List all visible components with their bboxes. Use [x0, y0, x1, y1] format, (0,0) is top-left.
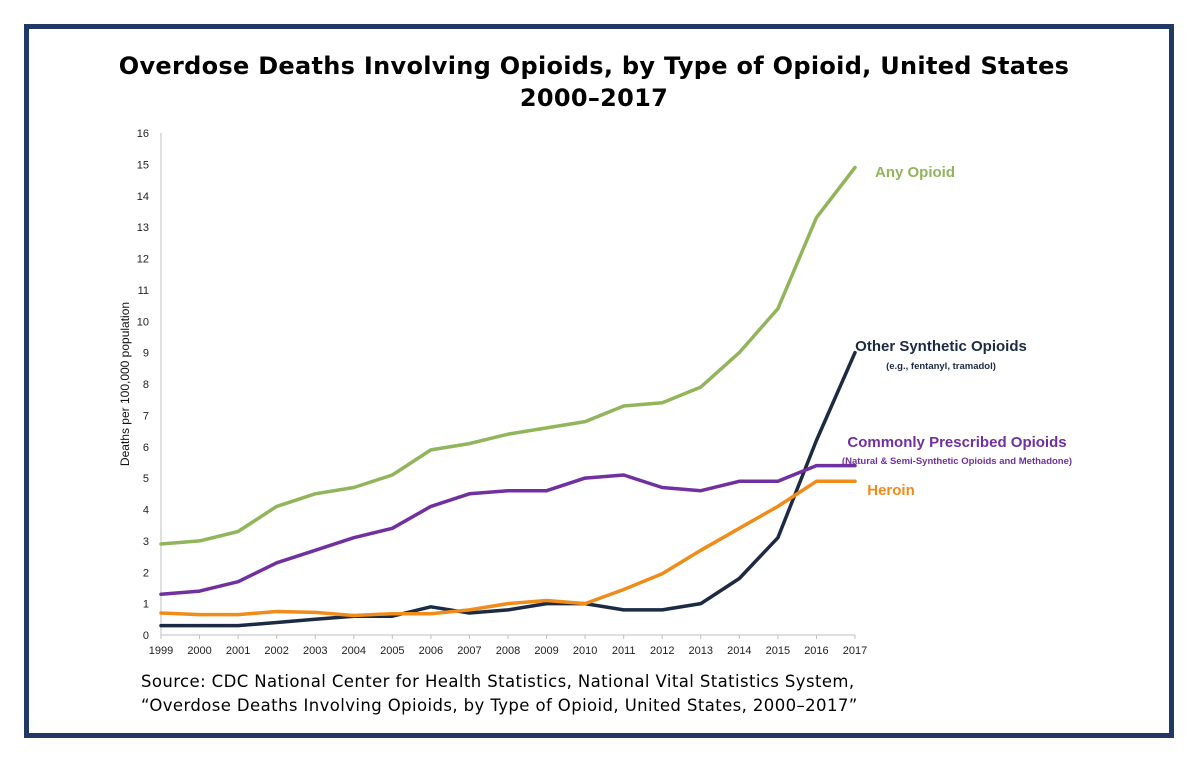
chart-series-lines — [159, 165, 857, 628]
chart-series-labels: Any Opioid Other Synthetic Opioids (e.g., … — [842, 164, 1072, 499]
y-tick-label: 1 — [143, 599, 149, 611]
y-tick-label: 16 — [137, 128, 149, 140]
source-line-2: “Overdose Deaths Involving Opioids, by T… — [141, 696, 858, 715]
x-tick-label: 2015 — [766, 645, 790, 657]
series-label-heroin: Heroin — [867, 482, 915, 499]
source-citation: Source: CDC National Center for Health S… — [141, 670, 1141, 718]
x-tick-label: 2012 — [650, 645, 674, 657]
y-tick-label: 6 — [143, 442, 149, 454]
series-sublabel-synthetic: (e.g., fentanyl, tramadol) — [886, 361, 996, 372]
x-tick-label: 2002 — [264, 645, 288, 657]
y-tick-label: 15 — [137, 159, 149, 171]
y-tick-label: 14 — [137, 191, 149, 203]
y-tick-label: 8 — [143, 379, 149, 391]
x-tick-label: 2001 — [226, 645, 250, 657]
y-tick-label: 10 — [137, 316, 149, 328]
series-sublabel-prescribed: (Natural & Semi-Synthetic Opioids and Me… — [842, 456, 1072, 467]
y-tick-label: 4 — [143, 505, 149, 517]
y-tick-label: 11 — [138, 285, 149, 297]
x-tick-label: 2005 — [380, 645, 404, 657]
y-tick-label: 0 — [143, 630, 149, 642]
x-tick-label: 2008 — [496, 645, 520, 657]
x-tick-label: 2010 — [573, 645, 597, 657]
chart-title-line2: 2000–2017 — [519, 84, 669, 112]
x-tick-label: 1999 — [149, 645, 173, 657]
chart-title-line1: Overdose Deaths Involving Opioids, by Ty… — [118, 52, 1070, 80]
x-tick-label: 2000 — [187, 645, 211, 657]
series-line-synthetic — [159, 350, 857, 628]
x-tick-label: 2013 — [689, 645, 713, 657]
series-label-synthetic: Other Synthetic Opioids — [855, 338, 1027, 355]
y-tick-label: 12 — [137, 254, 149, 266]
x-tick-label: 2004 — [342, 645, 366, 657]
x-tick-label: 2017 — [843, 645, 867, 657]
x-tick-label: 2007 — [457, 645, 481, 657]
chart-title: Overdose Deaths Involving Opioids, by Ty… — [29, 50, 1159, 114]
y-tick-label: 3 — [143, 536, 149, 548]
x-tick-label: 2016 — [804, 645, 828, 657]
y-tick-label: 2 — [143, 567, 149, 579]
series-line-heroin — [159, 479, 857, 618]
series-label-any: Any Opioid — [875, 164, 955, 181]
y-tick-label: 5 — [143, 473, 149, 485]
x-tick-label: 2009 — [534, 645, 558, 657]
chart-frame: Overdose Deaths Involving Opioids, by Ty… — [24, 24, 1174, 738]
y-tick-label: 7 — [143, 410, 149, 422]
x-tick-label: 2006 — [419, 645, 443, 657]
series-line-prescribed — [159, 463, 857, 596]
y-tick-label: 9 — [143, 348, 149, 360]
series-line-any — [159, 165, 857, 546]
series-label-prescribed: Commonly Prescribed Opioids — [847, 434, 1066, 451]
x-tick-label: 2011 — [612, 645, 636, 657]
y-axis-label: Deaths per 100,000 population — [118, 302, 132, 466]
y-tick-label: 13 — [137, 222, 149, 234]
x-tick-label: 2003 — [303, 645, 327, 657]
x-tick-label: 2014 — [727, 645, 751, 657]
source-line-1: Source: CDC National Center for Health S… — [141, 672, 855, 691]
